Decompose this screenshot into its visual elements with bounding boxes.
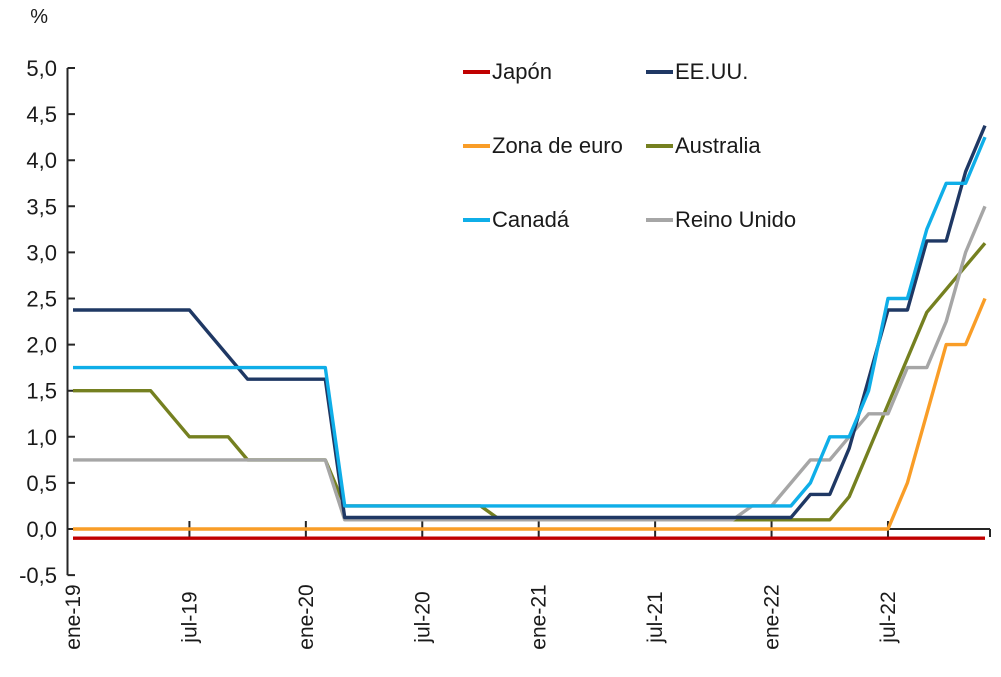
legend-swatch-jap-n — [463, 69, 490, 74]
series-line-zona-de-euro — [73, 297, 987, 531]
y-axis — [66, 67, 75, 577]
x-axis-tick-label: ene-21 — [528, 584, 551, 649]
y-axis-tick-label: 2,5 — [26, 287, 57, 312]
y-axis-tick-label: 2,0 — [26, 333, 57, 358]
x-axis-tick-label: jul-20 — [411, 591, 434, 643]
x-axis-tick-label: ene-22 — [761, 584, 784, 649]
legend-item-ee-uu-: EE.UU. — [646, 60, 796, 83]
y-axis-tick-label: 0,0 — [26, 517, 57, 542]
x-axis-tick-label: jul-19 — [178, 591, 201, 643]
legend-item-australia: Australia — [646, 134, 796, 157]
x-axis-tick-label: ene-20 — [295, 584, 318, 649]
x-axis-tick-label: ene-19 — [62, 584, 85, 649]
legend-item-jap-n: Japón — [463, 60, 646, 83]
series-line-canad- — [73, 136, 987, 508]
series-line-australia — [73, 242, 987, 522]
y-axis-tick-label: 5,0 — [26, 56, 57, 81]
y-axis-tick-label: 1,5 — [26, 379, 57, 404]
legend: Japón EE.UU. Zona de euro Australia Canadá Re… — [463, 60, 796, 231]
y-axis-unit-label: % — [30, 6, 48, 28]
legend-swatch-canad- — [463, 217, 490, 222]
legend-swatch-australia — [646, 143, 673, 148]
legend-swatch-zona-de-euro — [463, 143, 490, 148]
legend-item-zona-de-euro: Zona de euro — [463, 134, 646, 157]
x-axis-tick-label: jul-22 — [877, 591, 900, 643]
series-line-reino-unido — [73, 205, 987, 522]
y-axis-tick-label: 4,5 — [26, 102, 57, 127]
y-axis-tick-label: 3,0 — [26, 240, 57, 265]
legend-label-australia: Australia — [675, 133, 761, 158]
legend-swatch-ee-uu- — [646, 69, 673, 74]
y-axis-tick-label: 0,5 — [26, 471, 57, 496]
y-axis-tick-label: 3,5 — [26, 194, 57, 219]
legend-item-canad-: Canadá — [463, 208, 646, 231]
x-axis-tick-label: jul-21 — [644, 591, 667, 643]
y-axis-tick-label: -0,5 — [19, 563, 57, 588]
legend-item-reino-unido: Reino Unido — [646, 208, 796, 231]
legend-label-zona-de-euro: Zona de euro — [492, 133, 623, 158]
y-axis-tick-label: 1,0 — [26, 425, 57, 450]
legend-label-canad-: Canadá — [492, 207, 570, 232]
y-axis-tick-label: 4,0 — [26, 148, 57, 173]
legend-label-reino-unido: Reino Unido — [675, 207, 797, 232]
legend-label-ee-uu-: EE.UU. — [675, 59, 749, 84]
legend-swatch-reino-unido — [646, 217, 673, 222]
series-line-ee-uu- — [73, 124, 987, 520]
legend-label-jap-n: Japón — [492, 59, 552, 84]
